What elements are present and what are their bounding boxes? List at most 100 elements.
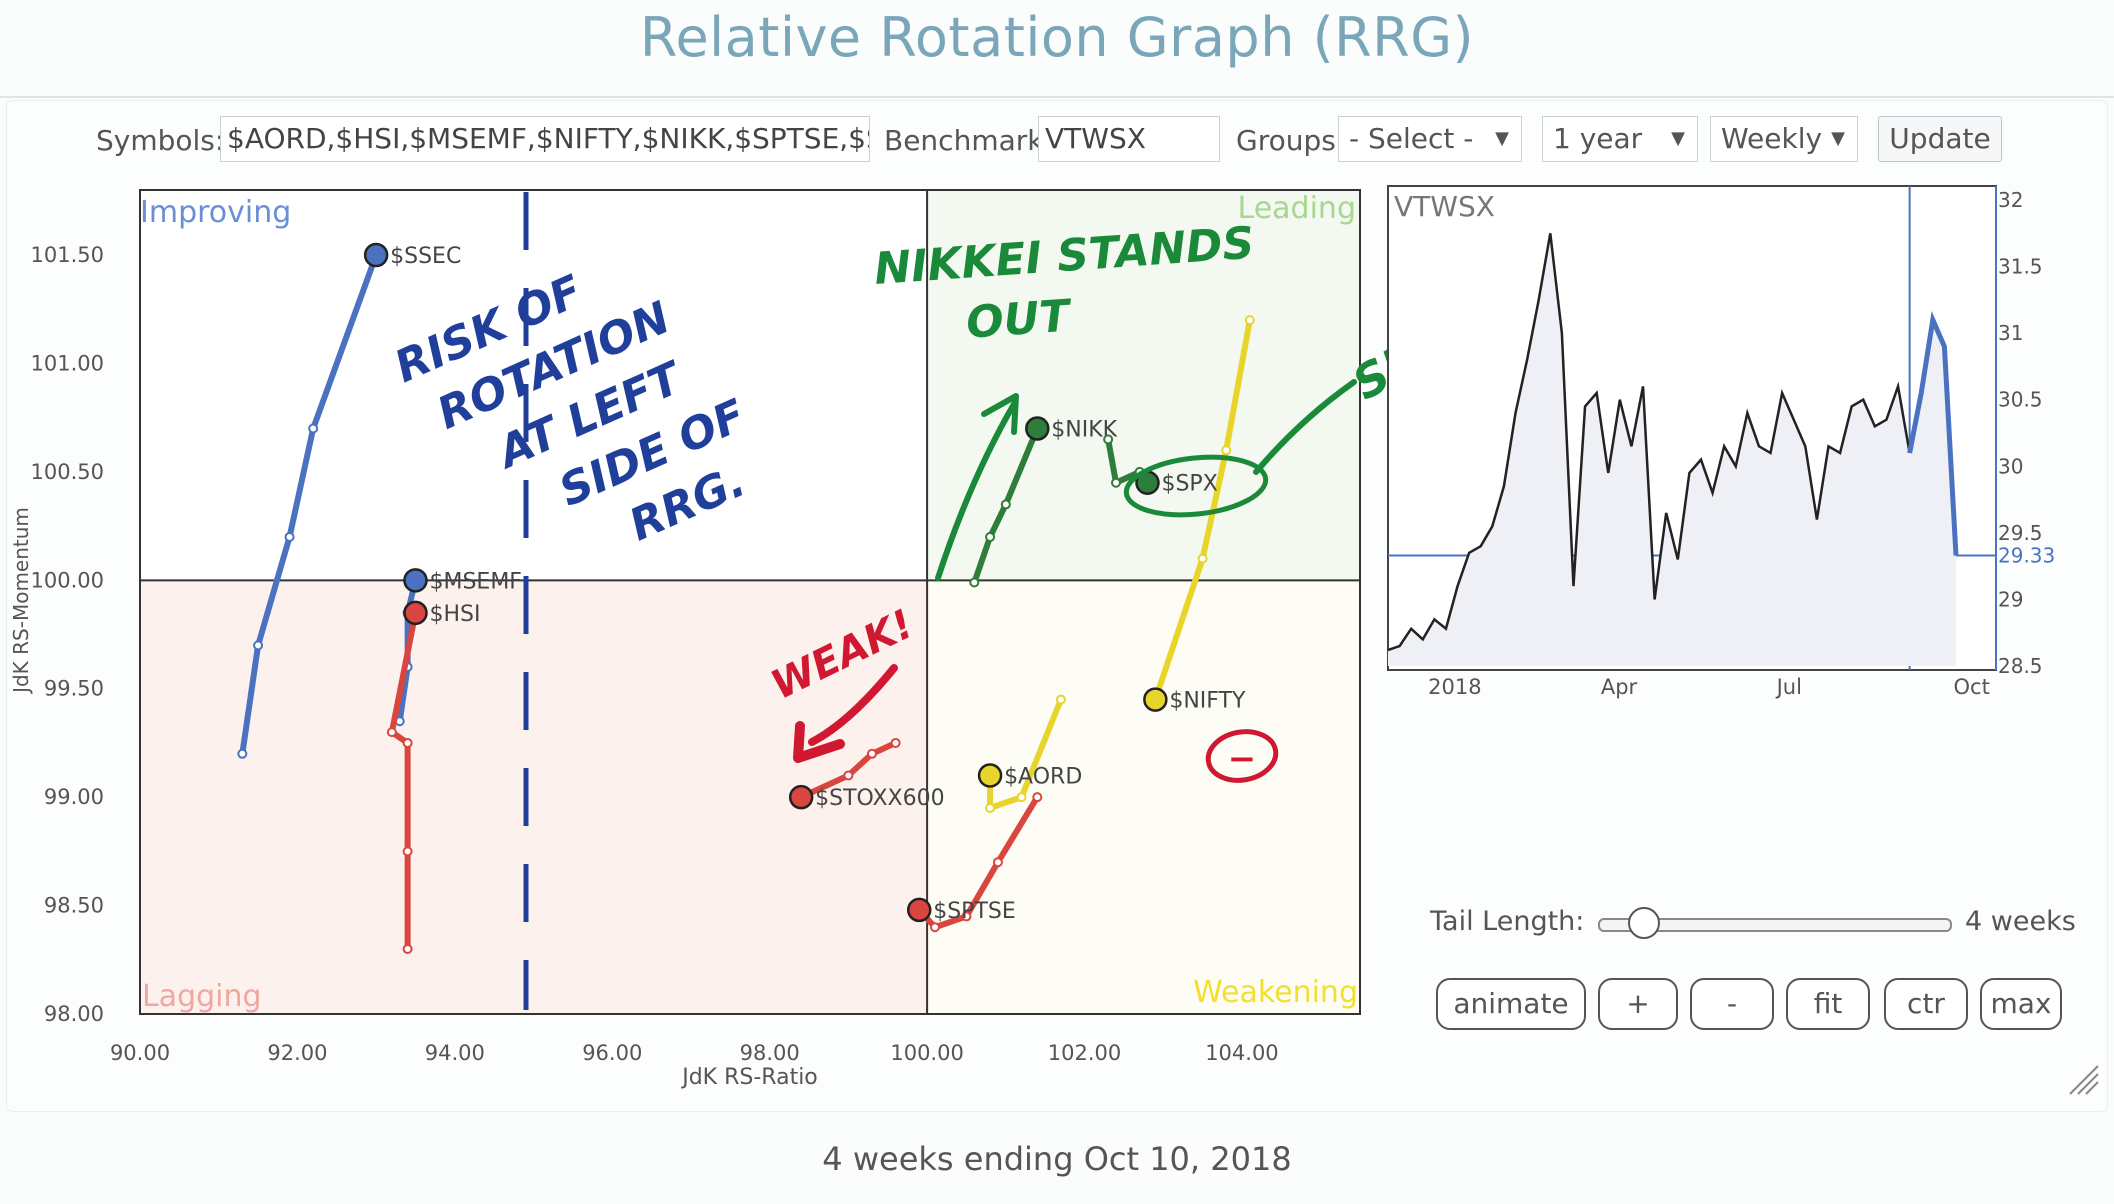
y-tick-label: 101.50 xyxy=(31,243,104,267)
rrg-tail-point xyxy=(253,640,264,651)
title-divider xyxy=(0,96,2114,98)
rrg-head-point[interactable] xyxy=(788,784,814,810)
rrg-tail-point xyxy=(1000,499,1011,510)
x-tick-label: 102.00 xyxy=(1048,1041,1121,1065)
y-tick-label: 100.50 xyxy=(31,460,104,484)
update-button[interactable]: Update xyxy=(1878,116,2002,162)
interval-select-value: Weekly xyxy=(1721,122,1823,155)
rrg-series-stoxx600[interactable]: $STOXX600 xyxy=(788,737,945,811)
chevron-down-icon: ▼ xyxy=(1495,128,1509,149)
zoom-in-button[interactable]: + xyxy=(1598,978,1678,1030)
y-tick-label: 99.00 xyxy=(44,785,104,809)
quadrant-improving xyxy=(140,190,928,581)
annotation-arrowhead xyxy=(981,393,1019,435)
chevron-down-icon: ▼ xyxy=(1831,128,1845,149)
annotation-weak-arrowhead xyxy=(793,721,845,763)
benchmark-label: Benchmark: xyxy=(884,124,1053,157)
rrg-series-spx[interactable]: $SPX xyxy=(1103,434,1218,497)
rrg-series-aord[interactable]: $AORD xyxy=(977,694,1082,813)
rrg-tail-point xyxy=(1103,434,1114,445)
symbols-input[interactable]: $AORD,$HSI,$MSEMF,$NIFTY,$NIKK,$SPTSE,$S… xyxy=(220,116,870,162)
tail-length-value: 4 weeks xyxy=(1965,906,2076,937)
period-select-value: 1 year xyxy=(1553,122,1643,155)
rrg-head-point[interactable] xyxy=(403,600,428,626)
tail-length-slider[interactable] xyxy=(1598,907,1952,939)
groups-label: Groups: xyxy=(1236,124,1346,157)
annotation-weak-arrow xyxy=(808,664,898,746)
rrg-series-nikk[interactable]: $NIKK xyxy=(969,416,1118,588)
rrg-head-point[interactable] xyxy=(1143,687,1168,712)
rrg-series-label: $SPX xyxy=(1161,472,1217,497)
annotation-pointer-line xyxy=(1253,379,1357,475)
rrg-tail-point xyxy=(929,922,940,933)
quadrant-label-improving: Improving xyxy=(140,195,291,230)
y-tick-label: 98.00 xyxy=(44,1002,104,1026)
animate-button[interactable]: animate xyxy=(1436,978,1586,1030)
rrg-head-point[interactable] xyxy=(363,242,389,268)
y-tick-label: 98.50 xyxy=(44,894,104,918)
rrg-series-hsi[interactable]: $HSI xyxy=(386,600,481,954)
x-tick-label: 92.00 xyxy=(267,1041,327,1065)
rrg-tail-line xyxy=(987,696,1064,811)
rrg-tail-line xyxy=(971,425,1041,586)
annotation-spx-circle xyxy=(1123,454,1269,518)
rrg-series-label: $SSEC xyxy=(390,244,461,269)
rrg-series-label: $AORD xyxy=(1004,764,1082,789)
rrg-tail-point xyxy=(867,748,877,759)
y-axis-title: JdK RS-Momentum xyxy=(9,507,33,695)
y-tick-label: 100.00 xyxy=(31,568,104,592)
rrg-tail-point xyxy=(843,770,854,781)
center-button[interactable]: ctr xyxy=(1884,978,1968,1030)
resize-handle-icon[interactable] xyxy=(2066,1062,2100,1096)
rrg-series-label: $SPTSE xyxy=(933,899,1016,924)
y-tick-label: 99.50 xyxy=(44,677,104,701)
tail-length-slider-thumb[interactable] xyxy=(1628,907,1660,939)
max-button[interactable]: max xyxy=(1980,978,2062,1030)
rrg-series-ssec[interactable]: $SSEC xyxy=(237,242,461,759)
rrg-tail-line xyxy=(798,739,899,801)
rrg-tail-point xyxy=(985,531,996,542)
rrg-tail-point xyxy=(985,803,996,813)
footer-caption: 4 weeks ending Oct 10, 2018 xyxy=(822,1140,1292,1178)
fit-button[interactable]: fit xyxy=(1786,978,1870,1030)
benchmark-input[interactable]: VTWSX xyxy=(1038,116,1220,162)
interval-select[interactable]: Weekly ▼ xyxy=(1710,116,1858,162)
rrg-head-point[interactable] xyxy=(906,897,932,923)
rrg-series-sptse[interactable]: $SPTSE xyxy=(906,792,1043,933)
period-select[interactable]: 1 year ▼ xyxy=(1542,116,1698,162)
annotation-arrow xyxy=(935,401,1017,581)
quadrant-label-leading: Leading xyxy=(1238,191,1356,226)
rrg-head-point[interactable] xyxy=(977,763,1003,788)
rrg-series-label: $HSI xyxy=(429,602,480,627)
rrg-tail-point xyxy=(386,727,397,738)
rrg-tail-point xyxy=(890,737,901,748)
rrg-tail-point xyxy=(402,846,413,857)
annotation-nikkei-line: OUT xyxy=(965,290,1074,348)
groups-select[interactable]: - Select - ▼ xyxy=(1338,116,1522,162)
zoom-out-button[interactable]: - xyxy=(1690,978,1774,1030)
annotation-minus-text: − xyxy=(1228,739,1257,779)
rrg-head-point[interactable] xyxy=(403,568,428,593)
rrg-tail-point xyxy=(1221,445,1232,456)
quadrant-label-lagging: Lagging xyxy=(142,979,262,1014)
rrg-tail-point xyxy=(402,737,413,748)
x-axis-title: JdK RS-Ratio xyxy=(680,1065,818,1090)
rrg-series-nifty[interactable]: $NIFTY xyxy=(1143,315,1255,714)
x-tick-label: 96.00 xyxy=(582,1041,642,1065)
groups-select-value: - Select - xyxy=(1349,122,1474,155)
rrg-tail-point xyxy=(969,577,980,588)
x-tick-label: 90.00 xyxy=(110,1041,170,1065)
y-tick-label: 101.00 xyxy=(31,351,104,375)
x-tick-label: 104.00 xyxy=(1205,1041,1278,1065)
rrg-series-label: $NIFTY xyxy=(1169,689,1246,714)
rrg-tail-point xyxy=(237,748,248,759)
annotation-minus: − xyxy=(1205,729,1279,783)
rrg-tail-point xyxy=(1016,792,1027,803)
symbols-label: Symbols: xyxy=(96,124,225,157)
rrg-head-point[interactable] xyxy=(1025,416,1050,441)
rrg-tail-point xyxy=(1197,553,1208,564)
rrg-plot-frame xyxy=(139,189,1361,1015)
rrg-tail-point xyxy=(402,943,413,954)
rrg-tail-point xyxy=(308,423,319,434)
